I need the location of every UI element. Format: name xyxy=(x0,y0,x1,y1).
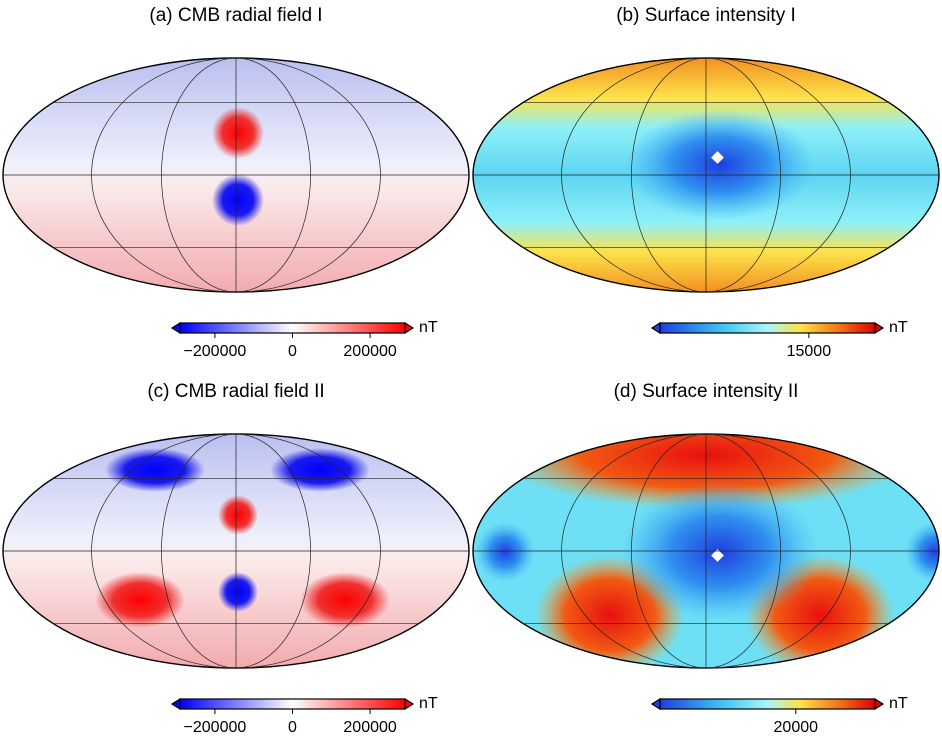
colorbar xyxy=(179,698,406,710)
colorbar-unit: nT xyxy=(419,319,438,336)
colorbar-tick-label: 0 xyxy=(288,343,297,360)
colorbar-arrow xyxy=(404,321,415,335)
colorbar-arrow xyxy=(404,697,415,711)
colorbar-tick-label: −200000 xyxy=(184,343,247,360)
colorbar-unit: nT xyxy=(889,319,908,336)
panel-title: (c) CMB radial field II xyxy=(147,381,324,402)
colorbar-unit: nT xyxy=(419,695,438,712)
colorbar-arrow xyxy=(874,697,885,711)
colorbar-tick-label: 200000 xyxy=(343,719,396,736)
panel-title: (b) Surface intensity I xyxy=(616,5,796,26)
colorbar xyxy=(659,322,876,334)
colorbar-unit: nT xyxy=(889,695,908,712)
colorbar-tick-label: 200000 xyxy=(343,343,396,360)
colorbar-arrow xyxy=(650,321,661,335)
graticules xyxy=(2,57,940,669)
panel-title: (d) Surface intensity II xyxy=(614,381,799,402)
colorbar-arrow xyxy=(170,321,181,335)
colorbar-arrow xyxy=(650,697,661,711)
colorbar-tick-label: 15000 xyxy=(787,343,832,360)
colorbar xyxy=(179,322,406,334)
colorbar-tick-label: −200000 xyxy=(184,719,247,736)
colorbar-tick-label: 0 xyxy=(288,719,297,736)
panel-title: (a) CMB radial field I xyxy=(149,5,322,26)
colorbar xyxy=(659,698,876,710)
colorbar-tick-label: 20000 xyxy=(774,719,819,736)
colorbar-arrow xyxy=(874,321,885,335)
colorbar-arrow xyxy=(170,697,181,711)
